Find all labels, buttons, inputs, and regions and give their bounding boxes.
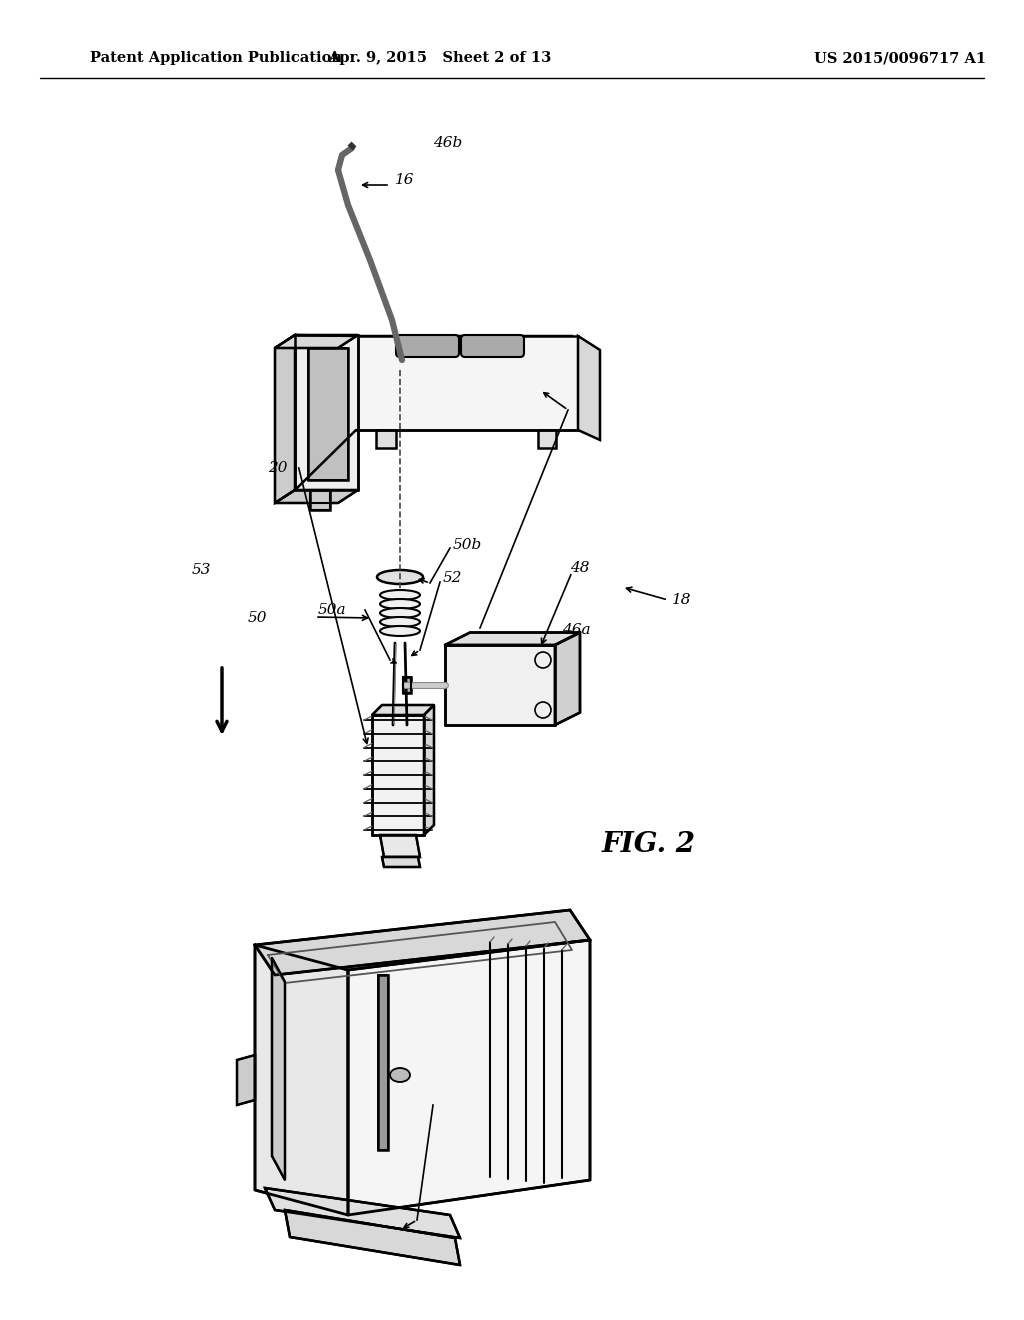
Ellipse shape — [380, 626, 420, 636]
Polygon shape — [538, 430, 556, 447]
Text: 46b: 46b — [433, 136, 463, 149]
Polygon shape — [555, 632, 580, 725]
Text: 48: 48 — [570, 561, 590, 576]
Text: Apr. 9, 2015   Sheet 2 of 13: Apr. 9, 2015 Sheet 2 of 13 — [329, 51, 552, 65]
Polygon shape — [295, 335, 358, 490]
Text: 50: 50 — [248, 611, 267, 624]
Polygon shape — [445, 632, 580, 645]
Ellipse shape — [390, 1068, 410, 1082]
Polygon shape — [275, 335, 295, 503]
Ellipse shape — [377, 570, 423, 583]
Polygon shape — [275, 490, 358, 503]
Text: 50a: 50a — [318, 603, 347, 616]
Text: Patent Application Publication: Patent Application Publication — [90, 51, 342, 65]
Polygon shape — [372, 705, 434, 715]
Ellipse shape — [380, 616, 420, 627]
Polygon shape — [372, 715, 424, 836]
Text: 53: 53 — [193, 564, 212, 577]
Polygon shape — [403, 677, 411, 693]
Polygon shape — [424, 705, 434, 836]
Polygon shape — [308, 348, 348, 480]
Polygon shape — [272, 958, 285, 1180]
Polygon shape — [445, 645, 555, 725]
Ellipse shape — [380, 609, 420, 618]
Polygon shape — [265, 1188, 460, 1238]
Polygon shape — [348, 940, 590, 1214]
Polygon shape — [376, 430, 396, 447]
Polygon shape — [578, 337, 600, 440]
Ellipse shape — [380, 590, 420, 601]
Polygon shape — [255, 909, 590, 975]
Polygon shape — [356, 337, 578, 358]
Text: US 2015/0096717 A1: US 2015/0096717 A1 — [814, 51, 986, 65]
Polygon shape — [310, 490, 330, 510]
Polygon shape — [275, 335, 358, 348]
Text: 46a: 46a — [562, 623, 591, 638]
Polygon shape — [378, 975, 388, 1150]
Polygon shape — [382, 857, 420, 867]
FancyBboxPatch shape — [461, 335, 524, 356]
Polygon shape — [255, 945, 348, 1214]
Ellipse shape — [380, 599, 420, 609]
Text: 20: 20 — [268, 461, 288, 475]
FancyBboxPatch shape — [396, 335, 459, 356]
Text: FIG. 2: FIG. 2 — [602, 832, 696, 858]
Polygon shape — [380, 836, 420, 857]
Polygon shape — [237, 1055, 255, 1105]
Text: 50b: 50b — [453, 539, 482, 552]
Polygon shape — [356, 337, 578, 430]
Text: 16: 16 — [395, 173, 415, 187]
Text: 18: 18 — [672, 593, 691, 607]
Polygon shape — [285, 1210, 460, 1265]
Text: 52: 52 — [443, 572, 463, 585]
